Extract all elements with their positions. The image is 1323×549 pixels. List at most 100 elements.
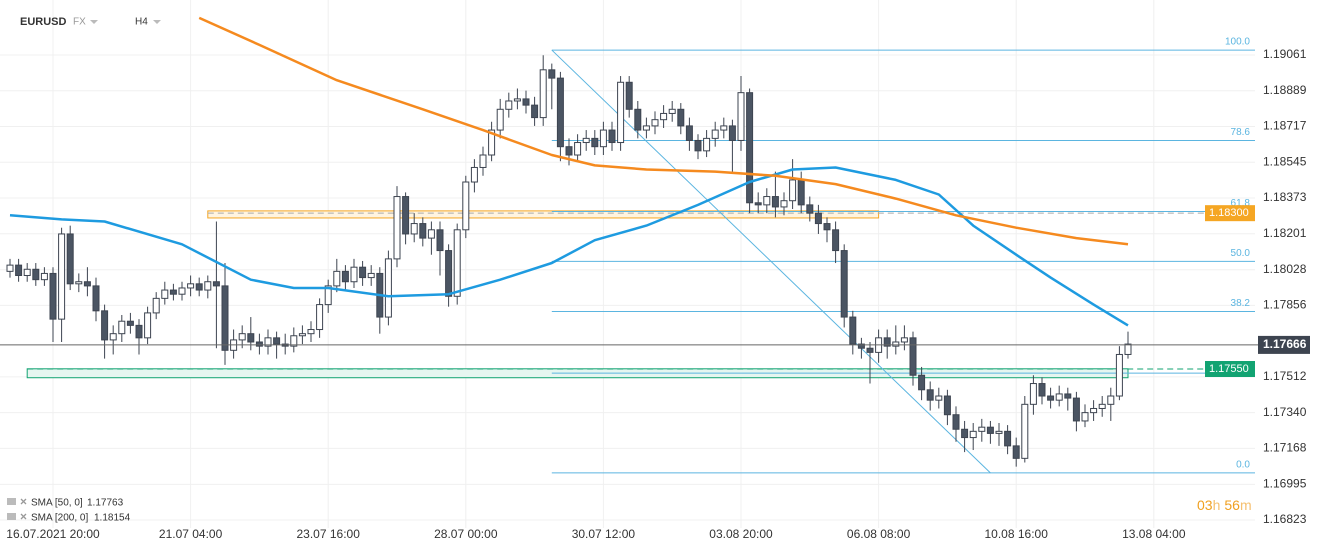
candle-body [496, 108, 504, 131]
candle-body [359, 266, 367, 279]
candle-body [677, 108, 685, 127]
legend-remove[interactable] [20, 498, 27, 505]
dropdown-caret [153, 20, 161, 24]
candle-body [513, 98, 521, 102]
fib-level-label: 61.8 [1231, 198, 1251, 209]
market[interactable]: FX [73, 17, 86, 28]
candle-body [608, 129, 616, 144]
candle-body [668, 108, 676, 114]
candle-body [685, 125, 693, 141]
candle-body [144, 312, 152, 339]
candle-body [978, 426, 986, 432]
zone-price-tag [1205, 361, 1255, 378]
candle-body [1047, 395, 1055, 401]
y-tick-label: 1.19061 [1263, 47, 1307, 61]
candle-body [1115, 353, 1123, 397]
candle-body [866, 347, 874, 353]
candle-body [814, 212, 822, 225]
last-price-label: 1.17666 [1263, 337, 1307, 351]
candle-body [952, 414, 960, 430]
legend-value: 1.17763 [87, 498, 124, 509]
timer-hours: 03 [1197, 497, 1213, 513]
candle-body [427, 229, 435, 239]
y-tick-label: 1.16823 [1263, 512, 1307, 526]
candle-body [737, 92, 745, 141]
candle-body [83, 281, 91, 287]
candle-body [832, 229, 840, 252]
candle-body [806, 204, 814, 214]
legend-remove[interactable] [20, 513, 27, 520]
x-tick-label: 10.08 16:00 [984, 527, 1048, 541]
candle-body [883, 337, 891, 347]
zone-price-label: 1.18300 [1209, 207, 1249, 219]
candle-body [169, 289, 177, 295]
sma-line [9, 166, 1129, 327]
candle-body [935, 395, 943, 401]
candle-body [109, 333, 117, 341]
candle-body [728, 125, 736, 141]
candle-body [221, 285, 229, 351]
x-tick-label: 13.08 04:00 [1122, 527, 1186, 541]
candle-body [40, 272, 48, 281]
candle-body [1021, 403, 1029, 459]
candle-body [900, 337, 908, 343]
candle-body [771, 196, 779, 208]
y-tick-label: 1.18889 [1263, 83, 1307, 97]
legend: SMA [50, 0] 1.17763 SMA [200, 0] 1.18154 [7, 498, 131, 524]
candle-body [574, 142, 582, 156]
interval[interactable]: H4 [135, 17, 148, 28]
y-tick-label: 1.18717 [1263, 119, 1307, 133]
candle-body [453, 229, 461, 297]
candle-body [470, 166, 478, 183]
candle-body [720, 125, 728, 131]
y-tick-label: 1.17512 [1263, 369, 1307, 383]
candle-body [746, 92, 754, 204]
candle-body [66, 233, 74, 285]
legend-icon[interactable] [7, 498, 16, 505]
legend-name: SMA [50, 0] [31, 498, 83, 509]
sma-line [198, 16, 1129, 246]
candle-body [135, 324, 143, 339]
candle-body [341, 270, 349, 283]
candle-body [436, 229, 444, 252]
candle-body [15, 264, 23, 277]
candle-body [195, 283, 203, 291]
candle-body [152, 297, 160, 314]
zone-price-label: 1.17550 [1209, 363, 1249, 375]
candle-body [23, 268, 31, 277]
candle-body [32, 268, 40, 281]
candle-body [187, 283, 195, 289]
x-tick-label: 21.07 04:00 [159, 527, 223, 541]
candle-body [1090, 407, 1098, 414]
candle-body [273, 337, 281, 345]
zone-price-tag [1205, 205, 1255, 222]
candle-body [178, 287, 186, 295]
candle-body [384, 258, 392, 318]
legend-icon[interactable] [7, 513, 16, 520]
candle-body [1055, 393, 1063, 401]
candle-body [823, 223, 831, 231]
y-tick-label: 1.18028 [1263, 262, 1307, 276]
legend-value: 1.18154 [94, 513, 131, 524]
candle-body [599, 129, 607, 148]
y-tick-label: 1.17168 [1263, 441, 1307, 455]
candle-body [212, 281, 220, 287]
candle-body [333, 270, 341, 287]
candle-body [247, 333, 255, 343]
candle-body [625, 81, 633, 110]
candle-body [479, 154, 487, 168]
timer-unit: m [1240, 497, 1252, 513]
fib-level-label: 78.6 [1231, 127, 1251, 138]
candle-body [857, 343, 865, 349]
candle-body [926, 389, 934, 401]
candle-body [995, 430, 1003, 434]
x-tick-label: 16.07.2021 20:00 [6, 527, 100, 541]
fib-level-label: 100.0 [1225, 37, 1250, 48]
legend-name: SMA [200, 0] [31, 513, 88, 524]
x-tick-label: 28.07 00:00 [434, 527, 498, 541]
symbol[interactable]: EURUSD [20, 16, 67, 28]
fib-level-label: 38.2 [1231, 298, 1251, 309]
y-tick-label: 1.17856 [1263, 298, 1307, 312]
candle-body [505, 100, 513, 110]
